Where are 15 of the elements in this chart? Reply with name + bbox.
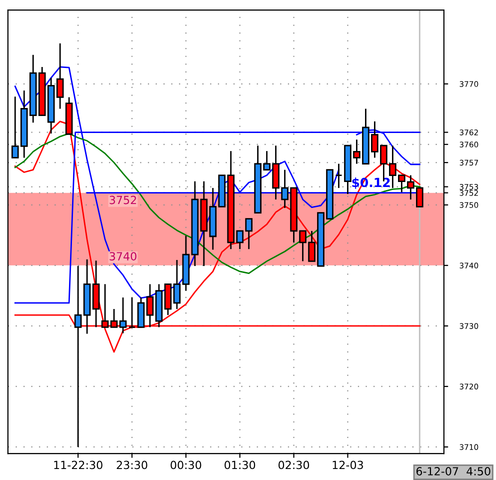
line-series (14, 132, 420, 274)
candlestick (128, 296, 136, 328)
x-tick-label: 02:30 (278, 460, 310, 470)
candlestick (56, 42, 64, 110)
text: 6-12-07 4:50 (416, 467, 490, 476)
x-tick-label: 11-22:30 (54, 460, 102, 470)
x-tick-label: 23:30 (116, 460, 148, 470)
candlestick (335, 163, 342, 189)
x-tick-label: 00:30 (170, 460, 202, 470)
candlestick (173, 259, 181, 310)
annotation: 3740 (110, 252, 136, 260)
x-tick-label: 12-03 (332, 460, 363, 470)
annotation: 3752 (110, 196, 136, 204)
candlestick (119, 296, 127, 334)
x-tick-label: 01:30 (224, 460, 256, 470)
